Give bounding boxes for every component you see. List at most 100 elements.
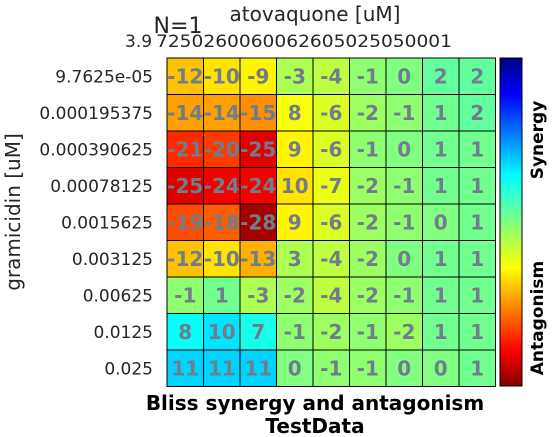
- cell-value-label: -2: [357, 247, 379, 271]
- cell-value-label: 0: [397, 247, 411, 271]
- y-tick-label: 0.003125: [72, 250, 153, 270]
- cell-value-label: -20: [204, 137, 240, 161]
- cell-value-label: -9: [247, 64, 269, 88]
- cell-value-label: 2: [470, 101, 484, 125]
- y-tick-label: 0.0015625: [61, 213, 153, 233]
- cell-value-label: 2: [470, 64, 484, 88]
- y-tick-label: 9.7625e-05: [55, 67, 153, 87]
- cell-value-label: 1: [434, 320, 448, 344]
- cell-value-label: -18: [204, 210, 240, 234]
- cell-value-label: -13: [240, 247, 276, 271]
- cell-value-label: -24: [204, 174, 240, 198]
- cell-value-label: -1: [393, 283, 415, 307]
- cell-value-label: 0: [397, 64, 411, 88]
- cell-value-label: -2: [284, 283, 306, 307]
- cell-value-label: 0: [434, 356, 448, 380]
- cell-value-label: -1: [393, 210, 415, 234]
- y-tick-label: 0.025: [104, 359, 153, 379]
- cell-value-label: -19: [167, 210, 203, 234]
- cell-value-label: -4: [320, 247, 342, 271]
- chart-title: Bliss synergy and antagonism: [146, 391, 484, 415]
- cell-value-label: -15: [240, 101, 276, 125]
- cell-value-label: -25: [167, 174, 203, 198]
- cell-value-label: -1: [284, 320, 306, 344]
- cell-value-label: 1: [470, 137, 484, 161]
- cell-value-label: -2: [357, 101, 379, 125]
- y-tick-labels: 9.7625e-05 0.000195375 0.000390625 0.000781…: [39, 67, 153, 379]
- cell-value-label: 10: [281, 174, 309, 198]
- x-tick-labels-overlapping: 7250260060062605025050001: [156, 32, 452, 52]
- cell-value-label: -12: [167, 64, 203, 88]
- y-tick-label: 0.00625: [83, 286, 153, 306]
- cell-value-label: 10: [208, 320, 236, 344]
- x-axis-title: atovaquone [uM]: [230, 2, 401, 26]
- y-tick-label: 0.0125: [94, 323, 153, 343]
- colorbar-bottom-label: Antagonism: [528, 261, 548, 375]
- cell-value-label: 0: [288, 356, 302, 380]
- cell-value-label: 1: [434, 174, 448, 198]
- cell-value-label: 3: [288, 247, 302, 271]
- cell-value-label: 0: [434, 210, 448, 234]
- cell-value-label: -3: [247, 283, 269, 307]
- cell-value-label: 1: [434, 283, 448, 307]
- cell-value-label: -1: [357, 320, 379, 344]
- cell-value-label: -7: [320, 174, 342, 198]
- cell-value-label: 9: [288, 210, 302, 234]
- heatmap-cells: -12 -10 -9 -3 -4 -1 0 2 2-14 -14 -15 8 -6 -2 -1 1 2-21 -2…: [167, 58, 496, 387]
- cell-value-label: -14: [167, 101, 203, 125]
- chart-subtitle: TestData: [265, 414, 364, 437]
- cell-value-label: 8: [178, 320, 192, 344]
- cell-value-label: -1: [320, 356, 342, 380]
- y-tick-label: 0.000195375: [39, 104, 153, 124]
- cell-value-label: -12: [167, 247, 203, 271]
- cell-value-label: 11: [171, 356, 199, 380]
- cell-value-label: -4: [320, 64, 342, 88]
- cell-value-label: -1: [357, 64, 379, 88]
- cell-value-label: -6: [320, 210, 342, 234]
- cell-value-label: 1: [215, 283, 229, 307]
- cell-value-label: -10: [204, 247, 240, 271]
- cell-value-label: -1: [393, 101, 415, 125]
- cell-value-label: 2: [434, 64, 448, 88]
- cell-value-label: 8: [288, 101, 302, 125]
- y-tick-label: 0.000390625: [39, 140, 153, 160]
- cell-value-label: 1: [470, 320, 484, 344]
- cell-value-label: -2: [320, 320, 342, 344]
- cell-value-label: 1: [434, 247, 448, 271]
- cell-value-label: 1: [470, 356, 484, 380]
- cell-value-label: 0: [397, 356, 411, 380]
- cell-value-label: 0: [397, 137, 411, 161]
- y-tick-label: 0.00078125: [50, 177, 153, 197]
- cell-value-label: -1: [357, 137, 379, 161]
- cell-value-label: 1: [470, 247, 484, 271]
- cell-value-label: -14: [204, 101, 240, 125]
- cell-value-label: 1: [470, 174, 484, 198]
- cell-value-label: -4: [320, 283, 342, 307]
- x-tick-labels: 3.9 7250260060062605025050001: [125, 32, 452, 52]
- cell-value-label: 7: [251, 320, 265, 344]
- cell-value-label: -2: [357, 174, 379, 198]
- cell-value-label: 1: [434, 137, 448, 161]
- cell-value-label: -6: [320, 137, 342, 161]
- cell-value-label: -21: [167, 137, 203, 161]
- cell-value-label: -25: [240, 137, 276, 161]
- cell-value-label: -1: [357, 356, 379, 380]
- cell-value-label: -2: [393, 320, 415, 344]
- x-tick-label-text: 3.9: [125, 32, 152, 52]
- cell-value-label: 9: [288, 137, 302, 161]
- cell-value-label: 1: [434, 101, 448, 125]
- cell-value-label: -2: [357, 210, 379, 234]
- cell-value-label: -28: [240, 210, 276, 234]
- colorbar: [500, 58, 522, 386]
- y-axis-title: gramicidin [uM]: [1, 133, 25, 291]
- cell-value-label: -6: [320, 101, 342, 125]
- cell-value-label: -24: [240, 174, 276, 198]
- cell-value-label: 1: [470, 283, 484, 307]
- cell-value-label: -2: [357, 283, 379, 307]
- cell-value-label: -1: [393, 174, 415, 198]
- cell-value-label: -3: [284, 64, 306, 88]
- cell-value-label: -10: [204, 64, 240, 88]
- colorbar-top-label: Synergy: [528, 101, 548, 180]
- cell-value-label: 11: [208, 356, 236, 380]
